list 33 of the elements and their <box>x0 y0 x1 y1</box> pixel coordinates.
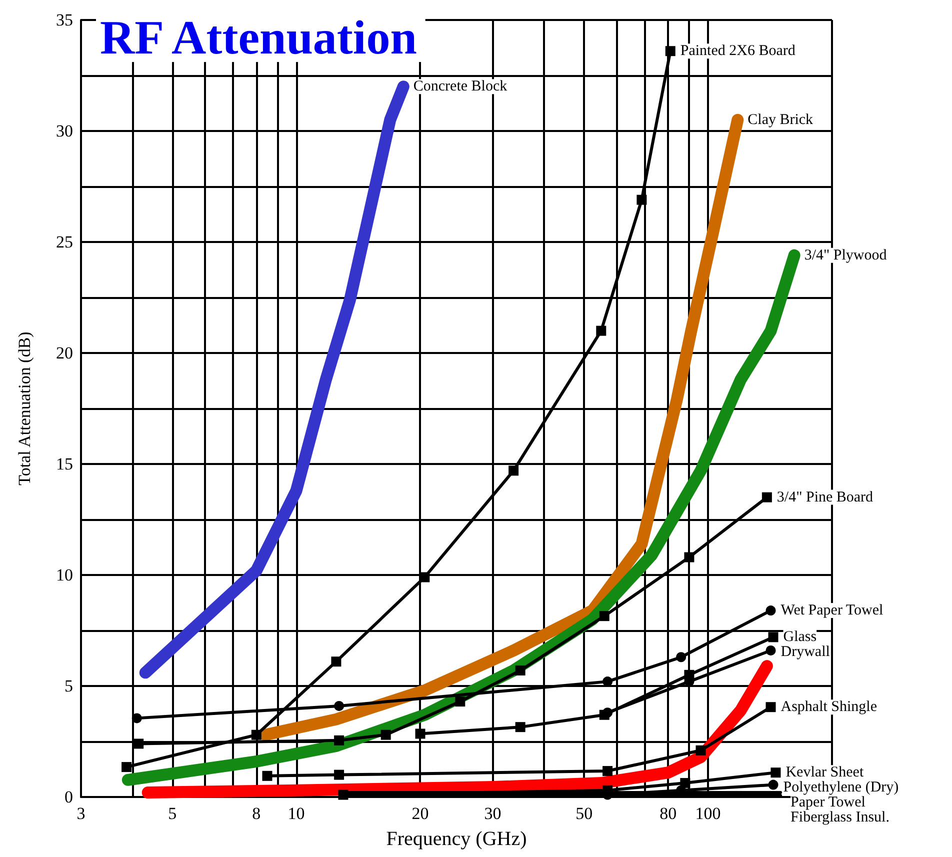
y-tick-label: 15 <box>56 454 73 474</box>
y-tick-label: 35 <box>56 10 73 30</box>
y-tick-label: 25 <box>56 232 73 252</box>
x-tick-label: 30 <box>484 804 502 823</box>
series-label: Fiberglass Insul. <box>790 810 890 826</box>
series-label: Clay Brick <box>748 112 814 128</box>
y-tick-label: 5 <box>64 676 73 696</box>
x-tick-label: 8 <box>252 804 261 823</box>
series-label: Painted 2X6 Board <box>680 43 796 60</box>
series-label: 3/4" Plywood <box>804 247 888 264</box>
y-tick-label: 20 <box>56 344 73 362</box>
series-label: 3/4" Pine Board <box>776 489 874 506</box>
x-tick-label: 5 <box>168 804 177 823</box>
series-label: Polyethylene (Dry) <box>783 780 899 796</box>
y-tick-label: 30 <box>56 122 73 140</box>
series-label: Drywall <box>780 644 830 660</box>
y-tick-label: 0 <box>64 788 73 806</box>
x-tick-label: 100 <box>695 804 721 823</box>
series-label: Wet Paper Towel <box>780 602 884 619</box>
chart-title: RF Attenuation <box>100 12 417 64</box>
y-tick-label: 10 <box>56 566 73 584</box>
x-axis-title: Frequency (GHz) <box>386 828 527 850</box>
series-label: Concrete Block <box>413 78 508 95</box>
series-label: Glass <box>783 629 817 646</box>
x-tick-label: 3 <box>76 804 86 823</box>
x-tick-label: 50 <box>576 804 593 823</box>
x-tick-label: 80 <box>660 804 677 823</box>
x-tick-label: 20 <box>412 804 429 823</box>
series-label: Kevlar Sheet <box>786 764 864 781</box>
x-tick-label: 10 <box>288 804 305 823</box>
series-label: Paper Towel <box>790 794 866 811</box>
series-label: Asphalt Shingle <box>780 699 878 716</box>
y-axis-title: Total Attenuation (dB) <box>15 332 34 486</box>
